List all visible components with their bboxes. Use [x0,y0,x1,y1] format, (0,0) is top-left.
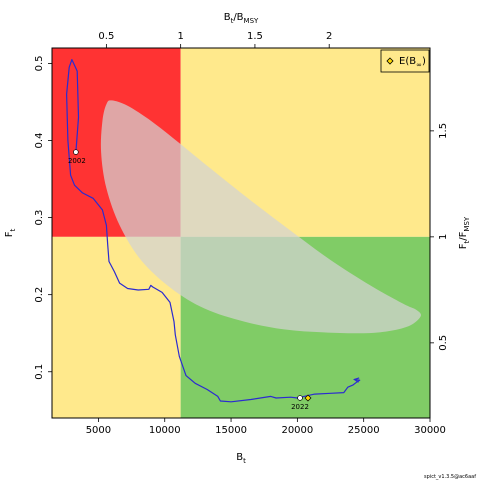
top-axis-title: Bt/BMSY [224,12,259,25]
y-tick-label: 0.3 [34,210,45,226]
top-tick-label: 2 [326,31,332,42]
x-axis-title: Bt [236,452,246,465]
trajectory-arrowhead [353,377,360,383]
legend: E(B∞) [380,49,430,73]
point-2002 [73,149,79,155]
top-tick-label: 0.5 [98,31,114,42]
right-tick-label: 1 [438,234,449,240]
right-tick-label: 0.5 [438,335,449,351]
y-tick-label: 0.2 [34,287,45,303]
right-tick-label: 1.5 [438,123,449,139]
legend-box [380,49,430,73]
point-2002-label: 2002 [68,157,86,165]
x-tick-label: 20000 [281,425,313,436]
points-layer: 2002 2022 [68,149,312,411]
x-tick-label: 10000 [149,425,181,436]
y-axis-title: Ft [4,228,17,237]
x-tick-label: 30000 [414,425,446,436]
confidence-ellipse [100,100,421,334]
confidence-region-layer [100,100,421,334]
plot-frame [51,47,431,419]
y-tick-label: 0.1 [34,364,45,380]
top-tick-label: 1 [177,31,183,42]
point-2022 [297,395,303,401]
y-tick-label: 0.5 [34,55,45,71]
x-tick-label: 25000 [348,425,380,436]
equilibrium-diamond [304,394,312,402]
right-axis-title: Ft/FMSY [458,216,471,249]
axes-layer: 5000 10000 15000 20000 25000 30000 0.1 0.2 0.3 0.… [34,31,449,436]
top-tick-label: 1.5 [247,31,263,42]
x-tick-label: 5000 [86,425,111,436]
x-tick-label: 15000 [215,425,247,436]
legend-diamond-marker [386,57,394,65]
point-2022-label: 2022 [291,403,309,411]
legend-entry-label: E(B∞) [399,56,426,69]
credit-text: spict_v1.3.5@ac6aaf [424,474,476,480]
y-tick-label: 0.4 [34,133,45,149]
